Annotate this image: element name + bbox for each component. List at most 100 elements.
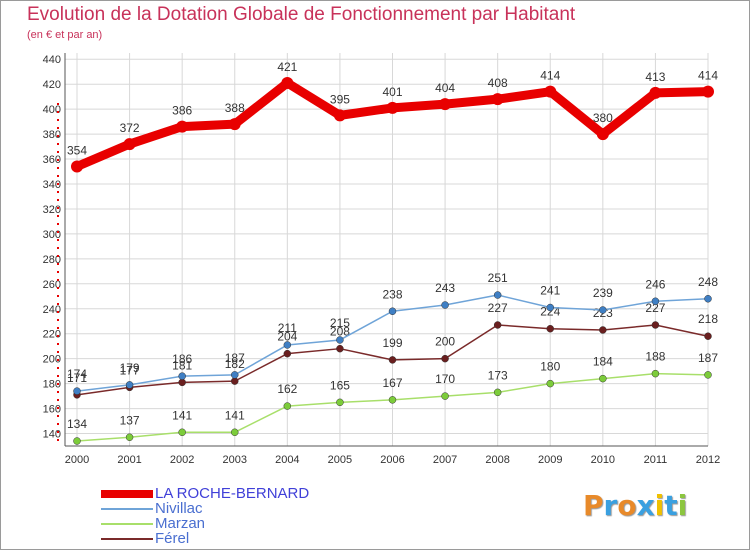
x-tick-label: 2007 [433, 454, 457, 466]
data-label: 167 [382, 376, 402, 390]
data-label: 180 [540, 360, 560, 374]
data-label: 141 [225, 408, 245, 422]
data-point [71, 160, 83, 173]
data-label: 184 [593, 355, 613, 369]
data-point [546, 303, 554, 312]
data-label: 162 [277, 382, 297, 396]
data-point [704, 332, 712, 340]
y-tick-label: 200 [43, 354, 61, 366]
data-point [493, 321, 502, 329]
data-label: 186 [172, 352, 192, 366]
logo-letter: t [664, 489, 678, 522]
logo-letter: r [603, 489, 618, 522]
data-label: 137 [120, 413, 140, 427]
data-label: 414 [540, 69, 560, 83]
logo-letter: i [654, 489, 665, 522]
logo-letter: P [583, 489, 604, 522]
data-point [493, 388, 502, 397]
x-tick-label: 2004 [275, 454, 299, 466]
data-label: 404 [435, 81, 455, 95]
data-label: 413 [645, 70, 665, 84]
legend-label-marzan: Marzan [155, 515, 206, 532]
legend-label-nivillac: Nivillac [155, 500, 203, 517]
data-label: 187 [698, 351, 718, 365]
x-tick-label: 2012 [696, 454, 720, 466]
data-label: 199 [382, 336, 402, 350]
x-tick-label: 2009 [538, 454, 562, 466]
y-tick-label: 220 [43, 329, 61, 341]
data-label: 173 [488, 368, 508, 382]
data-label: 386 [172, 104, 192, 118]
data-point [704, 371, 712, 379]
data-label: 181 [172, 358, 192, 372]
chart-subtitle: (en € et par an) [27, 29, 103, 41]
data-point [125, 381, 134, 389]
data-label: 215 [330, 316, 350, 330]
data-label: 238 [382, 287, 402, 301]
data-label: 208 [330, 325, 350, 339]
legend-label-la-roche-bernard: LA ROCHE-BERNARD [155, 485, 310, 502]
x-tick-label: 2008 [485, 454, 509, 466]
data-label: 188 [645, 350, 665, 364]
legend-item-ferel: Férel [101, 530, 190, 547]
data-label: 134 [67, 417, 87, 431]
y-tick-label: 240 [43, 304, 61, 316]
data-point [546, 379, 554, 388]
x-tick-label: 2001 [117, 454, 141, 466]
data-label: 227 [645, 301, 665, 315]
data-label: 182 [225, 357, 245, 371]
legend-swatch-ferel [101, 538, 153, 540]
data-label: 239 [593, 286, 613, 300]
data-label: 354 [67, 144, 87, 158]
data-point [283, 341, 292, 349]
data-label: 171 [67, 371, 87, 385]
legend-item-la-roche-bernard: LA ROCHE-BERNARD [101, 485, 310, 502]
x-tick-label: 2010 [591, 454, 615, 466]
data-point [231, 428, 239, 437]
data-point [386, 101, 399, 114]
data-point [441, 301, 449, 309]
data-point [231, 377, 239, 385]
data-label: 179 [120, 361, 140, 375]
data-label: 421 [277, 60, 297, 74]
data-label: 204 [277, 330, 297, 344]
data-point [649, 86, 662, 99]
data-point [388, 307, 397, 316]
logo-letter: i [677, 489, 688, 522]
data-label: 248 [698, 275, 718, 289]
x-tick-label: 2006 [380, 454, 404, 466]
data-point [336, 398, 344, 407]
legend-item-nivillac: Nivillac [101, 500, 203, 517]
data-point [704, 295, 712, 303]
y-tick-label: 160 [43, 404, 61, 416]
x-tick-label: 2011 [644, 454, 668, 466]
y-tick-label: 320 [43, 204, 61, 216]
data-point [228, 118, 241, 131]
data-label: 401 [382, 85, 402, 99]
data-point [651, 369, 660, 378]
data-label: 170 [435, 372, 455, 386]
data-point [439, 98, 452, 111]
legend-item-marzan: Marzan [101, 515, 206, 532]
data-point [176, 120, 189, 133]
data-point [493, 291, 502, 299]
legend-swatch-la-roche-bernard [101, 490, 153, 498]
legend-label-ferel: Férel [155, 530, 190, 547]
data-point [283, 402, 292, 410]
logo-letter: x [636, 489, 655, 522]
data-point [599, 326, 607, 334]
data-point [336, 336, 344, 344]
data-point [178, 428, 186, 437]
data-point [441, 354, 449, 363]
chart-title: Evolution de la Dotation Globale de Fonc… [27, 4, 576, 25]
data-point [596, 128, 609, 141]
data-point [544, 85, 557, 98]
logo-letter: o [617, 489, 637, 522]
legend-swatch-nivillac [101, 508, 153, 510]
data-label: 380 [593, 111, 613, 125]
data-point [491, 93, 504, 106]
data-label: 141 [172, 408, 192, 422]
data-point [125, 433, 134, 442]
data-point [333, 109, 346, 122]
